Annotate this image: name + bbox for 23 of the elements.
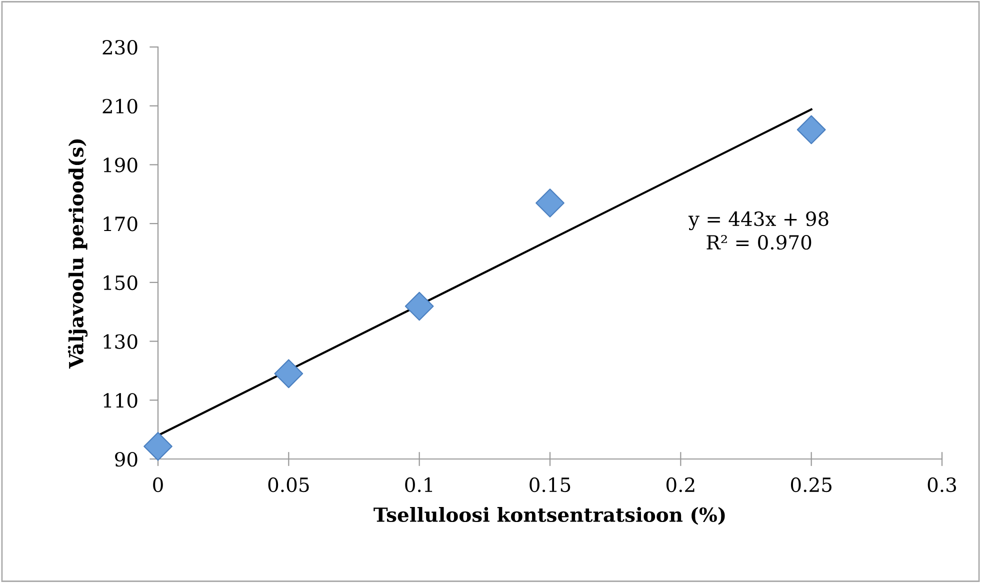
annotation: y = 443x + 98 R² = 0.970 [688, 211, 828, 250]
x-tick-label: 0.05 [268, 477, 309, 492]
y-tick-label: 90 [115, 452, 138, 467]
x-tick-label: 0.3 [928, 477, 956, 492]
x-tick-label: 0.25 [790, 477, 832, 492]
y-tick-label: 150 [104, 275, 138, 290]
x-tick-label: 0 [153, 477, 163, 492]
y-tick-label: 210 [102, 98, 138, 114]
x-tick-label: 0.1 [405, 477, 432, 492]
y-tick-label: 230 [102, 40, 138, 55]
point [274, 359, 304, 388]
y-axis-title: Väljavoolu periood(s) [68, 139, 88, 369]
y-tick-label: 130 [104, 334, 138, 349]
point [144, 432, 172, 461]
y-tick-label: 170 [104, 216, 138, 232]
y-tick-label: 110 [104, 393, 138, 408]
x-tick-label: 0.15 [530, 477, 570, 492]
y-tick-label: 190 [104, 158, 138, 172]
point [536, 188, 564, 218]
point [404, 292, 434, 321]
point [796, 115, 826, 144]
x-tick-label: 0.2 [666, 477, 694, 492]
x-axis-title: Tselluloosi kontsentratsioon (%) [374, 506, 725, 525]
